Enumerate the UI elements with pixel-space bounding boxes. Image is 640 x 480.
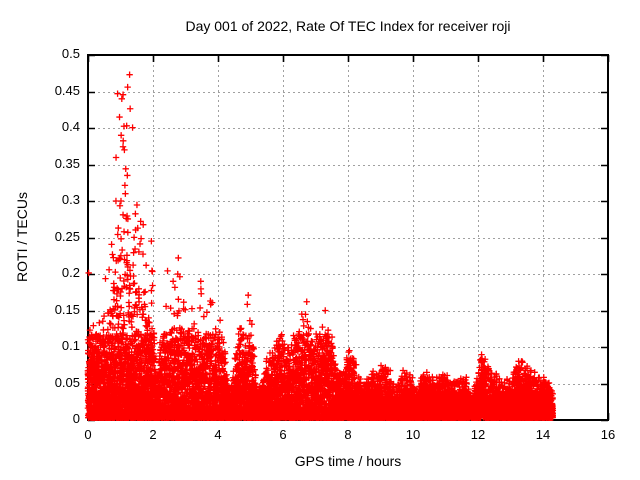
y-tick-label: 0.25: [54, 228, 80, 244]
x-axis-label: GPS time / hours: [294, 453, 402, 469]
y-tick-label: 0: [72, 411, 80, 426]
y-tick-label: 0.4: [61, 119, 80, 134]
x-tick-label: 14: [535, 427, 551, 442]
x-tick-label: 10: [405, 427, 421, 442]
x-tick-label: 0: [84, 427, 92, 442]
x-tick-label: 12: [470, 427, 486, 442]
x-tick-label: 4: [214, 427, 222, 442]
y-tick-label: 0.35: [54, 155, 80, 171]
y-tick-label: 0.3: [61, 192, 80, 207]
chart-title: Day 001 of 2022, Rate Of TEC Index for r…: [185, 18, 511, 34]
y-tick-label: 0.1: [61, 338, 80, 353]
y-tick-label: 0.05: [54, 374, 80, 390]
y-tick-label: 0.45: [54, 82, 80, 98]
y-tick-label: 0.15: [54, 301, 80, 317]
x-tick-label: 8: [344, 427, 352, 442]
y-tick-label: 0.2: [61, 265, 80, 280]
y-tick-label: 0.5: [61, 46, 80, 61]
x-tick-label: 16: [600, 427, 616, 442]
x-tick-label: 2: [149, 427, 157, 442]
x-tick-label: 6: [279, 427, 287, 442]
